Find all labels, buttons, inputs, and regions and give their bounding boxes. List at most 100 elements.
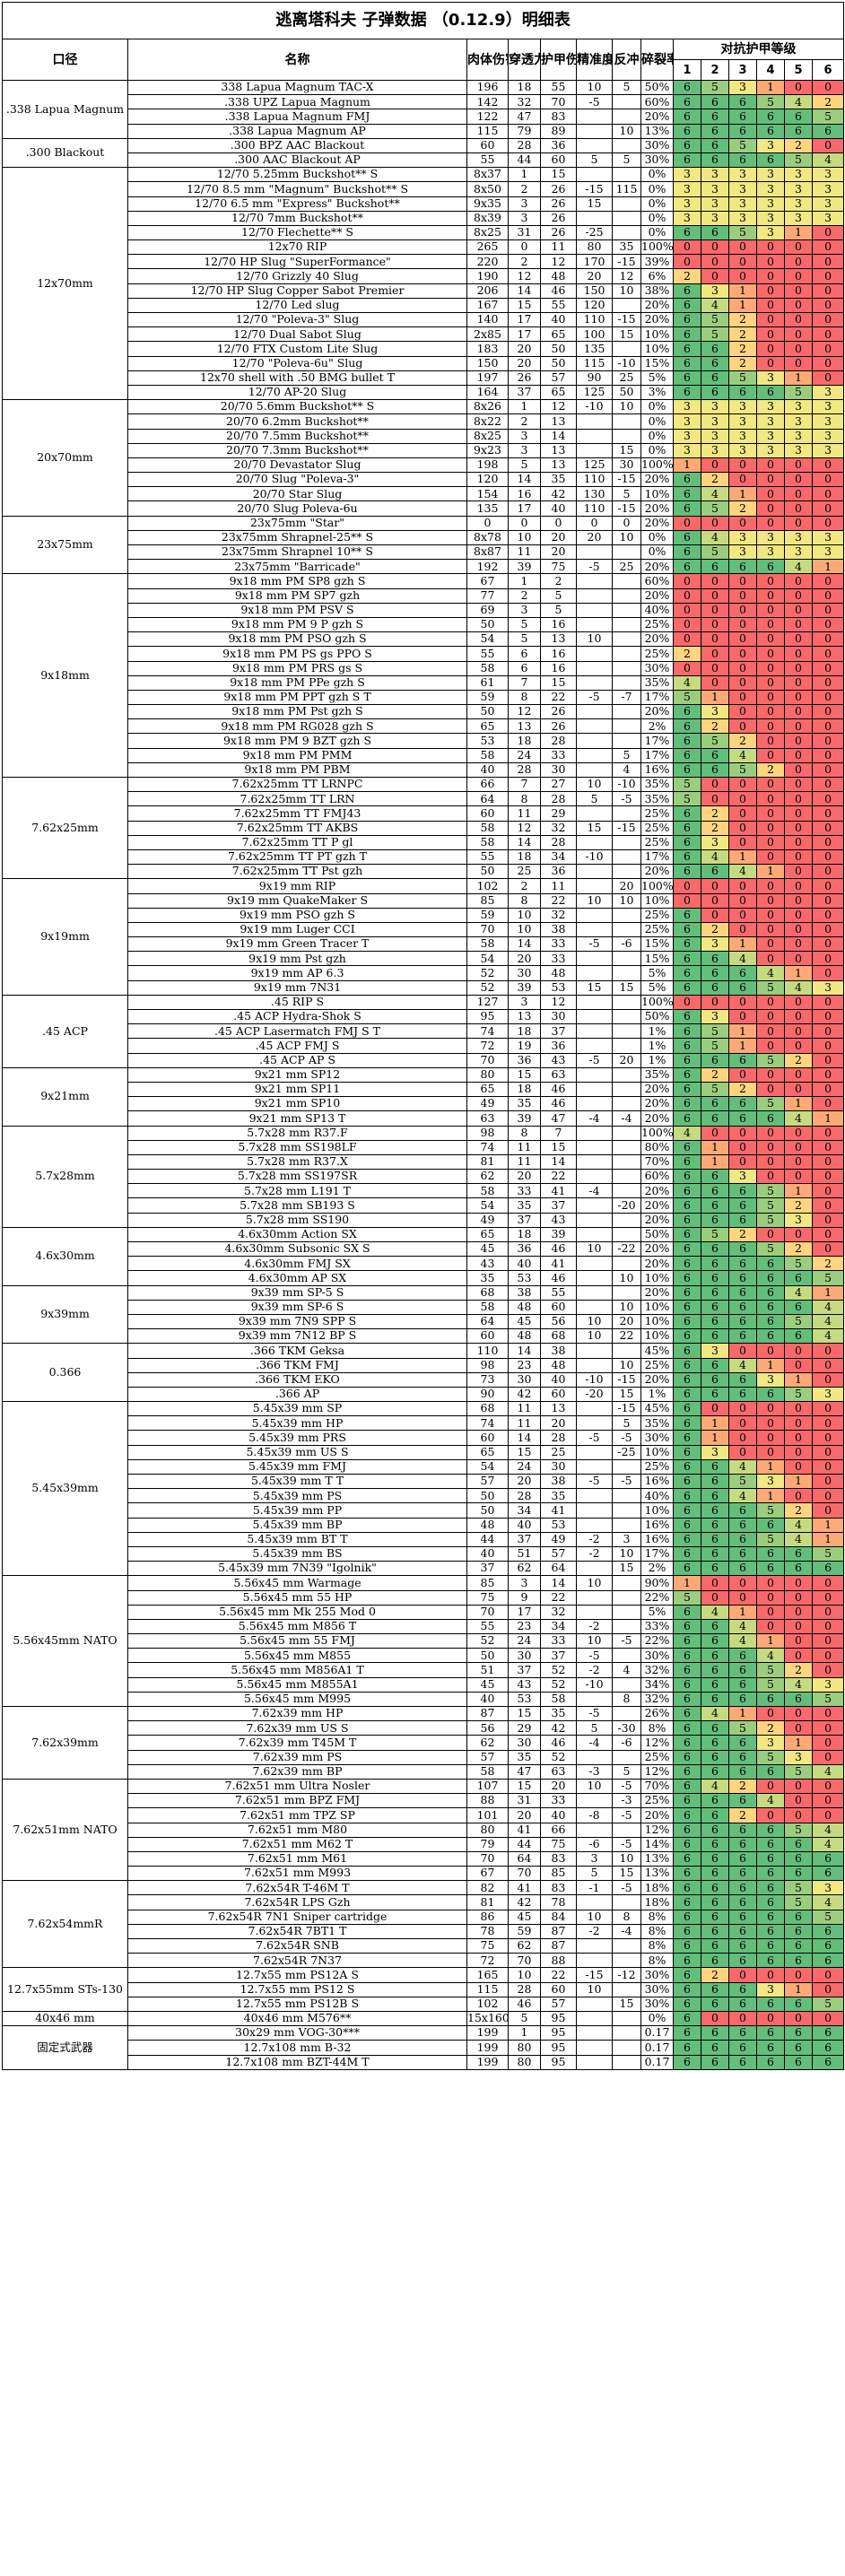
armor-damage-cell: 95	[540, 2010, 577, 2027]
armor-class-1-cell: 6	[673, 1343, 701, 1359]
armor-class-6-cell: 0	[811, 602, 845, 618]
armor-class-5-cell: 0	[784, 1153, 813, 1171]
frag-chance-cell: 1%	[640, 1052, 674, 1068]
armor-class-3-cell: 0	[728, 892, 757, 909]
recoil-cell	[612, 1096, 641, 1112]
armor-class-3-cell: 3	[728, 442, 757, 458]
frag-chance-cell: 5%	[640, 965, 674, 981]
armor-class-6-cell: 0	[811, 1125, 845, 1141]
armor-class-1-cell: 6	[673, 500, 701, 517]
armor-class-6-cell: 6	[811, 1923, 845, 1940]
ammo-row: 4.6x30mm AP SX 35 53 46 10 10% 6 6 6 6 6 5	[3, 1270, 845, 1286]
armor-damage-cell: 55	[540, 1284, 577, 1301]
accuracy-cell: -20	[576, 1386, 613, 1403]
accuracy-cell: 125	[576, 384, 613, 401]
armor-class-3-cell: 6	[728, 1909, 757, 1925]
armor-class-4-cell: 0	[756, 616, 785, 633]
frag-chance-cell: 25%	[640, 1793, 674, 1809]
penetration-cell: 18	[508, 1023, 541, 1040]
header-armor-class-2: 2	[701, 59, 729, 81]
recoil-cell	[612, 965, 641, 981]
name-cell: 9x19 mm Pst gzh	[127, 951, 467, 967]
armor-class-1-cell: 6	[673, 704, 701, 720]
accuracy-cell: 10	[576, 1575, 613, 1591]
frag-chance-cell: 12%	[640, 1735, 674, 1751]
armor-damage-cell: 20	[540, 529, 577, 546]
accuracy-cell	[576, 442, 613, 458]
penetration-cell: 10	[508, 921, 541, 938]
armor-class-4-cell: 2	[756, 761, 785, 779]
armor-class-3-cell: 6	[728, 1676, 757, 1693]
frag-chance-cell: 6%	[640, 268, 674, 284]
ammo-row: 5.7x28 mm SB193 S 54 35 37 -20 20% 6 6 6 5 2 0	[3, 1197, 845, 1214]
armor-class-5-cell: 3	[784, 544, 813, 561]
accuracy-cell: -10	[576, 1371, 613, 1388]
armor-class-6-cell: 3	[811, 413, 845, 430]
recoil-cell: -15	[612, 311, 641, 328]
damage-cell: 2x85	[466, 326, 509, 343]
accuracy-cell	[576, 1589, 613, 1606]
armor-class-2-cell: 3	[701, 283, 729, 299]
recoil-cell	[612, 1488, 641, 1504]
armor-class-2-cell: 5	[701, 311, 729, 328]
armor-class-2-cell: 6	[701, 1270, 729, 1286]
armor-class-1-cell: 6	[673, 2025, 701, 2041]
caliber-cell: 5.7x28mm	[2, 1125, 128, 1228]
armor-class-5-cell: 0	[784, 1081, 813, 1098]
name-cell: 7.62x25mm TT LRN	[127, 791, 467, 807]
frag-chance-cell: 2%	[640, 718, 674, 735]
frag-chance-cell: 12%	[640, 1763, 674, 1780]
accuracy-cell: -5	[576, 936, 613, 953]
ammo-row: 20/70 7.3mm Buckshot** 9x23 3 13 15 0% 3 3 3 3 3 3	[3, 442, 845, 458]
ammo-row: 9x19 mm 7N31 52 39 53 15 15 5% 6 6 6 5 4 3	[3, 979, 845, 996]
penetration-cell: 30	[508, 965, 541, 981]
armor-class-4-cell: 0	[756, 951, 785, 967]
armor-class-4-cell: 0	[756, 283, 785, 299]
armor-class-5-cell: 1	[784, 1096, 813, 1112]
recoil-cell: -3	[612, 1793, 641, 1809]
name-cell: 7.62x54R SNB	[127, 1937, 467, 1954]
recoil-cell	[612, 704, 641, 720]
armor-class-6-cell: 0	[811, 907, 845, 923]
penetration-cell: 33	[508, 1183, 541, 1199]
accuracy-cell: 80	[576, 239, 613, 256]
armor-class-5-cell: 0	[784, 1343, 813, 1359]
armor-class-2-cell: 4	[701, 297, 729, 314]
name-cell: 5.45x39 mm BT T	[127, 1531, 467, 1547]
armor-class-5-cell: 0	[784, 646, 813, 662]
frag-chance-cell: 20%	[640, 1110, 674, 1127]
armor-class-6-cell: 0	[811, 1967, 845, 1983]
armor-class-2-cell: 2	[701, 1066, 729, 1083]
recoil-cell	[612, 94, 641, 110]
name-cell: 4.6x30mm Subsonic SX S	[127, 1240, 467, 1258]
damage-cell: 8x26	[466, 399, 509, 415]
armor-class-4-cell: 0	[756, 646, 785, 662]
name-cell: 20/70 7.5mm Buckshot**	[127, 428, 467, 444]
caliber-cell: 5.56x45mm NATO	[2, 1575, 128, 1707]
armor-class-1-cell: 6	[673, 1517, 701, 1533]
armor-class-4-cell: 5	[756, 1183, 785, 1199]
name-cell: 20/70 Slug "Poleva-3"	[127, 472, 467, 488]
recoil-cell	[612, 167, 641, 183]
armor-class-3-cell: 6	[728, 109, 757, 125]
frag-chance-cell: 34%	[640, 1676, 674, 1693]
armor-class-5-cell: 0	[784, 311, 813, 328]
damage-cell: 72	[466, 1038, 509, 1054]
frag-chance-cell: 35%	[640, 1415, 674, 1432]
armor-class-3-cell: 0	[728, 573, 757, 589]
recoil-cell	[612, 587, 641, 604]
armor-damage-cell: 14	[540, 1575, 577, 1591]
armor-class-4-cell: 3	[756, 529, 785, 546]
penetration-cell: 53	[508, 1270, 541, 1286]
armor-class-2-cell: 6	[701, 1545, 729, 1562]
recoil-cell	[612, 1038, 641, 1054]
armor-class-1-cell: 4	[673, 674, 701, 691]
accuracy-cell	[576, 1153, 613, 1171]
armor-class-1-cell: 6	[673, 1720, 701, 1736]
armor-class-5-cell: 0	[784, 1488, 813, 1504]
recoil-cell: 25	[612, 559, 641, 575]
armor-class-1-cell: 6	[673, 1066, 701, 1083]
penetration-cell: 25	[508, 864, 541, 880]
frag-chance-cell: 8%	[640, 1909, 674, 1925]
armor-class-3-cell: 0	[728, 254, 757, 270]
